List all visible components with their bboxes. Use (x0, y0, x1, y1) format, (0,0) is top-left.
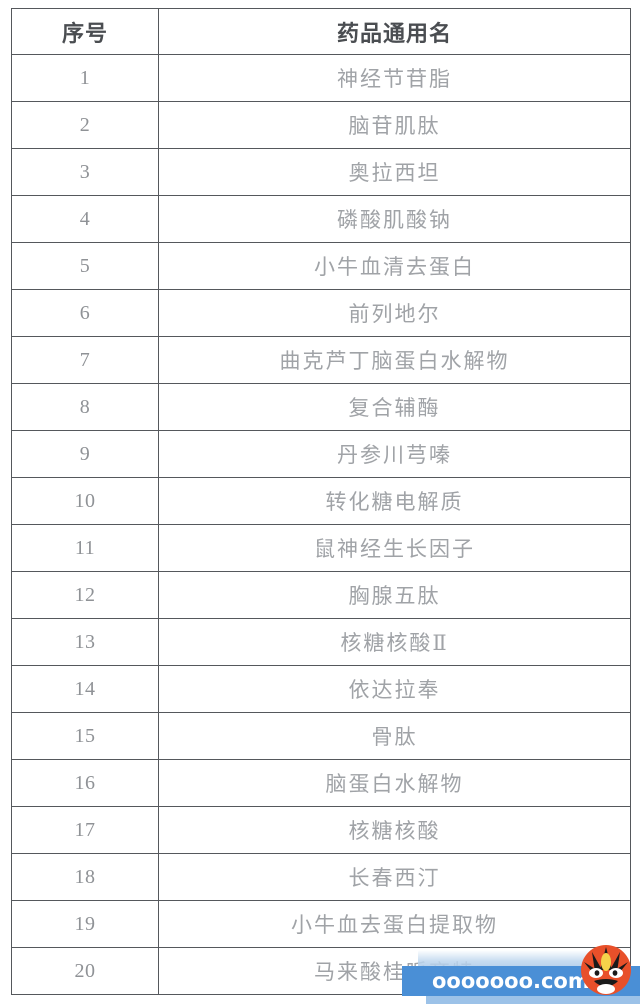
cell-index: 2 (11, 101, 159, 149)
cell-drug-name: 转化糖电解质 (158, 477, 631, 525)
cell-index: 8 (11, 383, 159, 431)
table-row: 10 转化糖电解质 (11, 477, 631, 525)
cell-drug-name: 骨肽 (158, 712, 631, 760)
cell-drug-name: 前列地尔 (158, 289, 631, 337)
watermark-banner-lower (426, 995, 640, 1004)
cell-drug-name: 马来酸桂哌齐特 (158, 947, 631, 995)
cell-index: 19 (11, 900, 159, 948)
table-row: 20 马来酸桂哌齐特 (11, 947, 631, 995)
table-row: 18 长春西汀 (11, 853, 631, 901)
cell-drug-name: 奥拉西坦 (158, 148, 631, 196)
cell-index: 20 (11, 947, 159, 995)
cell-drug-name: 脑苷肌肽 (158, 101, 631, 149)
table-header-row: 序号 药品通用名 (11, 8, 631, 55)
cell-index: 16 (11, 759, 159, 807)
table-row: 15 骨肽 (11, 712, 631, 760)
table-header: 序号 药品通用名 (11, 8, 631, 55)
table-row: 3 奥拉西坦 (11, 148, 631, 196)
cell-index: 17 (11, 806, 159, 854)
cell-index: 9 (11, 430, 159, 478)
table-row: 2 脑苷肌肽 (11, 101, 631, 149)
cell-drug-name: 依达拉奉 (158, 665, 631, 713)
cell-index: 3 (11, 148, 159, 196)
table-row: 8 复合辅酶 (11, 383, 631, 431)
table-row: 13 核糖核酸Ⅱ (11, 618, 631, 666)
column-header-name: 药品通用名 (158, 8, 631, 55)
drug-list-table: 序号 药品通用名 1 神经节苷脂 2 脑苷肌肽 3 奥拉西坦 4 磷酸肌酸钠 5 小牛血清去蛋白 6… (11, 8, 631, 995)
cell-drug-name: 脑蛋白水解物 (158, 759, 631, 807)
cell-drug-name: 核糖核酸 (158, 806, 631, 854)
cell-drug-name: 曲克芦丁脑蛋白水解物 (158, 336, 631, 384)
cell-drug-name: 长春西汀 (158, 853, 631, 901)
cell-drug-name: 鼠神经生长因子 (158, 524, 631, 572)
cell-index: 12 (11, 571, 159, 619)
cell-index: 6 (11, 289, 159, 337)
cell-index: 10 (11, 477, 159, 525)
cell-index: 14 (11, 665, 159, 713)
cell-drug-name: 丹参川芎嗪 (158, 430, 631, 478)
table-row: 6 前列地尔 (11, 289, 631, 337)
table-row: 1 神经节苷脂 (11, 54, 631, 102)
table-body: 1 神经节苷脂 2 脑苷肌肽 3 奥拉西坦 4 磷酸肌酸钠 5 小牛血清去蛋白 6 前列地尔 7 曲克芦丁… (11, 54, 631, 995)
cell-index: 7 (11, 336, 159, 384)
table-row: 4 磷酸肌酸钠 (11, 195, 631, 243)
table-row: 9 丹参川芎嗪 (11, 430, 631, 478)
cell-index: 5 (11, 242, 159, 290)
cell-index: 15 (11, 712, 159, 760)
cell-index: 11 (11, 524, 159, 572)
cell-drug-name: 胸腺五肽 (158, 571, 631, 619)
column-header-index: 序号 (11, 8, 159, 55)
table-row: 11 鼠神经生长因子 (11, 524, 631, 572)
cell-drug-name: 小牛血去蛋白提取物 (158, 900, 631, 948)
cell-index: 1 (11, 54, 159, 102)
cell-drug-name: 磷酸肌酸钠 (158, 195, 631, 243)
cell-drug-name: 复合辅酶 (158, 383, 631, 431)
table-row: 5 小牛血清去蛋白 (11, 242, 631, 290)
table-row: 14 依达拉奉 (11, 665, 631, 713)
cell-drug-name: 核糖核酸Ⅱ (158, 618, 631, 666)
table-row: 7 曲克芦丁脑蛋白水解物 (11, 336, 631, 384)
table-row: 17 核糖核酸 (11, 806, 631, 854)
cell-drug-name: 小牛血清去蛋白 (158, 242, 631, 290)
table-row: 12 胸腺五肽 (11, 571, 631, 619)
table-row: 19 小牛血去蛋白提取物 (11, 900, 631, 948)
cell-index: 13 (11, 618, 159, 666)
table-row: 16 脑蛋白水解物 (11, 759, 631, 807)
cell-index: 18 (11, 853, 159, 901)
cell-index: 4 (11, 195, 159, 243)
cell-drug-name: 神经节苷脂 (158, 54, 631, 102)
